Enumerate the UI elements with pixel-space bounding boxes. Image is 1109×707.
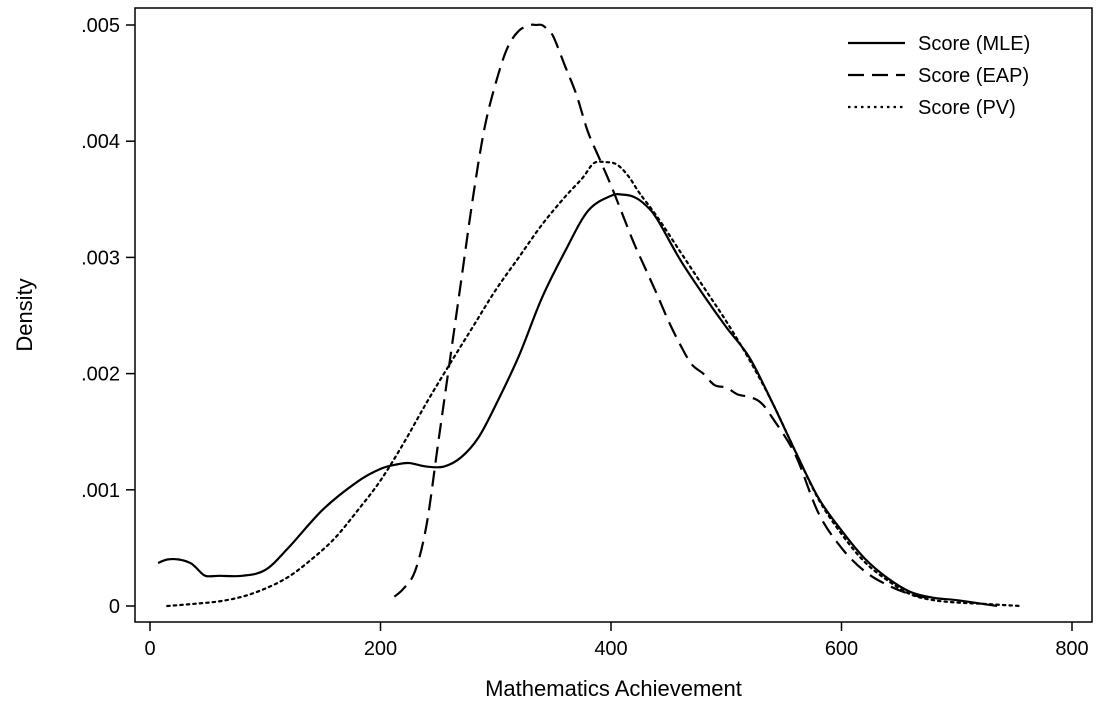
y-axis-ticks: 0 .001 .002 .003 .004 .005 [81, 15, 135, 618]
legend-label: Score (PV) [918, 97, 1016, 119]
y-tick-label: .005 [81, 15, 120, 37]
series-line-dashed [393, 23, 929, 599]
x-tick-label: 400 [594, 638, 627, 660]
y-axis-title: Density [12, 278, 37, 351]
series-lines [157, 23, 1022, 608]
y-tick-label: .001 [81, 480, 120, 502]
legend: Score (MLE) Score (EAP) Score (PV) [848, 33, 1030, 119]
series-line-solid [157, 193, 998, 608]
legend-label: Score (EAP) [918, 65, 1029, 87]
x-tick-label: 800 [1055, 638, 1088, 660]
series-line-dotted [166, 160, 1022, 608]
y-tick-label: .004 [81, 131, 120, 153]
y-tick-label: 0 [109, 596, 120, 618]
x-axis-title: Mathematics Achievement [485, 676, 742, 701]
x-tick-label: 0 [144, 638, 155, 660]
plot-frame [134, 7, 1093, 623]
y-tick-label: .003 [81, 247, 120, 269]
x-tick-label: 200 [364, 638, 397, 660]
legend-label: Score (MLE) [918, 33, 1030, 55]
x-tick-label: 600 [825, 638, 858, 660]
x-axis-ticks: 0 200 400 600 800 [144, 622, 1089, 660]
y-tick-label: .002 [81, 364, 120, 386]
